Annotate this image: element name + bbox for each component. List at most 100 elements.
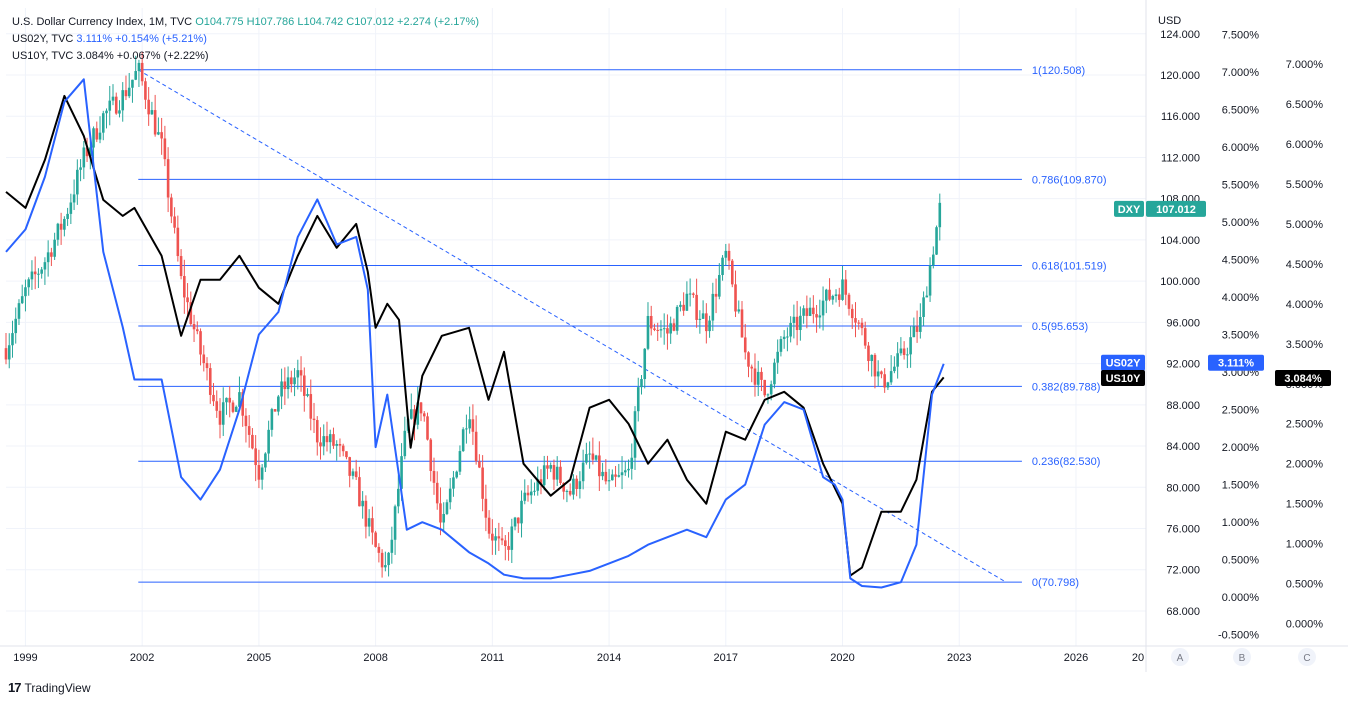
candle-body bbox=[361, 500, 364, 507]
candle-body bbox=[140, 62, 144, 82]
candle-body bbox=[409, 409, 413, 419]
legend-row-us10y[interactable]: US10Y, TVC 3.084% +0.067% (+2.22%) bbox=[12, 48, 479, 65]
candle-body bbox=[763, 379, 767, 396]
candle-body bbox=[863, 328, 867, 346]
candle-body bbox=[319, 442, 322, 447]
candle-body bbox=[487, 517, 491, 534]
candle-body bbox=[189, 302, 193, 325]
candle-body bbox=[439, 503, 442, 523]
candle-body bbox=[504, 540, 507, 547]
candle-body bbox=[494, 536, 497, 541]
candle-body bbox=[358, 477, 361, 507]
candle-body bbox=[653, 328, 656, 330]
axis-a-tick: 72.000 bbox=[1166, 565, 1200, 577]
x-axis-tick: 2023 bbox=[947, 652, 971, 664]
dxy-value-badge-bg bbox=[1146, 200, 1206, 217]
candle-body bbox=[205, 363, 209, 369]
candle-body bbox=[730, 260, 734, 285]
candle-body bbox=[137, 62, 141, 72]
candle-body bbox=[734, 284, 737, 312]
candle-body bbox=[118, 110, 121, 114]
candle-body bbox=[380, 552, 384, 568]
candle-body bbox=[766, 394, 770, 396]
candle-body bbox=[33, 271, 37, 275]
fib-level-label: 0.5(95.653) bbox=[1032, 321, 1088, 333]
candle-body bbox=[604, 471, 608, 482]
candle-body bbox=[332, 434, 335, 446]
candle-body bbox=[95, 128, 99, 140]
candle-body bbox=[562, 483, 565, 492]
candle-body bbox=[17, 303, 21, 319]
candle-body bbox=[568, 490, 572, 495]
candle-body bbox=[549, 465, 553, 469]
candle-body bbox=[714, 293, 718, 297]
scale-label: B bbox=[1239, 653, 1246, 664]
candle-body bbox=[559, 466, 562, 484]
candle-body bbox=[627, 468, 630, 471]
candle-body bbox=[591, 453, 595, 460]
candle-body bbox=[231, 402, 235, 412]
candle-body bbox=[844, 279, 848, 295]
candle-body bbox=[675, 306, 679, 331]
candle-body bbox=[883, 374, 886, 388]
candle-body bbox=[53, 239, 56, 257]
candle-body bbox=[889, 371, 893, 383]
x-axis-tick: 2002 bbox=[130, 652, 154, 664]
candle-body bbox=[685, 293, 689, 311]
candle-body bbox=[413, 409, 416, 425]
candle-body bbox=[186, 297, 189, 303]
tradingview-brand[interactable]: 17 TradingView bbox=[8, 680, 91, 695]
fib-level-label: 0(70.798) bbox=[1032, 577, 1079, 589]
candle-body bbox=[474, 431, 478, 462]
candle-body bbox=[448, 488, 452, 503]
candle-body bbox=[183, 276, 186, 298]
candle-body bbox=[150, 110, 154, 115]
candle-body bbox=[114, 96, 118, 114]
candle-body bbox=[351, 471, 355, 476]
candle-body bbox=[860, 322, 864, 329]
candle-body bbox=[124, 90, 128, 97]
candle-body bbox=[221, 402, 225, 425]
candle-body bbox=[179, 256, 183, 277]
candle-body bbox=[393, 506, 397, 540]
candle-body bbox=[192, 324, 196, 330]
legend-us02y-name: US02Y, TVC bbox=[12, 33, 74, 45]
axis-b-tick: -0.500% bbox=[1218, 630, 1259, 642]
candle-body bbox=[935, 227, 938, 255]
legend-row-us02y[interactable]: US02Y, TVC 3.111% +0.154% (+5.21%) bbox=[12, 31, 479, 48]
axis-a-tick: 104.000 bbox=[1160, 235, 1200, 247]
axis-a-tick: 112.000 bbox=[1161, 152, 1200, 164]
legend-row-dxy[interactable]: U.S. Dollar Currency Index, 1M, TVC O104… bbox=[12, 14, 479, 31]
candle-body bbox=[374, 532, 377, 547]
candle-body bbox=[834, 294, 838, 297]
axis-b-tick: 4.500% bbox=[1222, 254, 1260, 266]
candle-body bbox=[293, 377, 296, 385]
candle-body bbox=[656, 329, 660, 331]
x-axis-tick: 2020 bbox=[830, 652, 854, 664]
candle-body bbox=[669, 323, 672, 334]
candle-body bbox=[679, 304, 682, 307]
candle-body bbox=[756, 371, 760, 385]
candle-body bbox=[364, 500, 368, 527]
candle-body bbox=[63, 218, 66, 230]
candle-body bbox=[546, 465, 549, 469]
x-axis-tick: 2017 bbox=[714, 652, 738, 664]
candle-body bbox=[296, 370, 300, 378]
candle-body bbox=[345, 451, 348, 458]
fib-level-label: 0.236(82.530) bbox=[1032, 456, 1101, 468]
axis-a-tick: 120.000 bbox=[1160, 70, 1200, 82]
axis-c-tick: 5.500% bbox=[1286, 179, 1324, 191]
candle-body bbox=[516, 517, 520, 524]
axis-b-tick: 2.500% bbox=[1222, 405, 1260, 417]
candle-body bbox=[290, 377, 293, 385]
candle-body bbox=[69, 202, 73, 214]
candle-body bbox=[666, 328, 669, 334]
candle-body bbox=[89, 147, 92, 157]
candle-body bbox=[46, 252, 50, 263]
candle-body bbox=[789, 322, 792, 337]
fib-level-label: 0.786(109.870) bbox=[1032, 174, 1107, 186]
candle-body bbox=[831, 296, 835, 300]
candle-body bbox=[708, 320, 711, 332]
candle-body bbox=[435, 482, 439, 504]
